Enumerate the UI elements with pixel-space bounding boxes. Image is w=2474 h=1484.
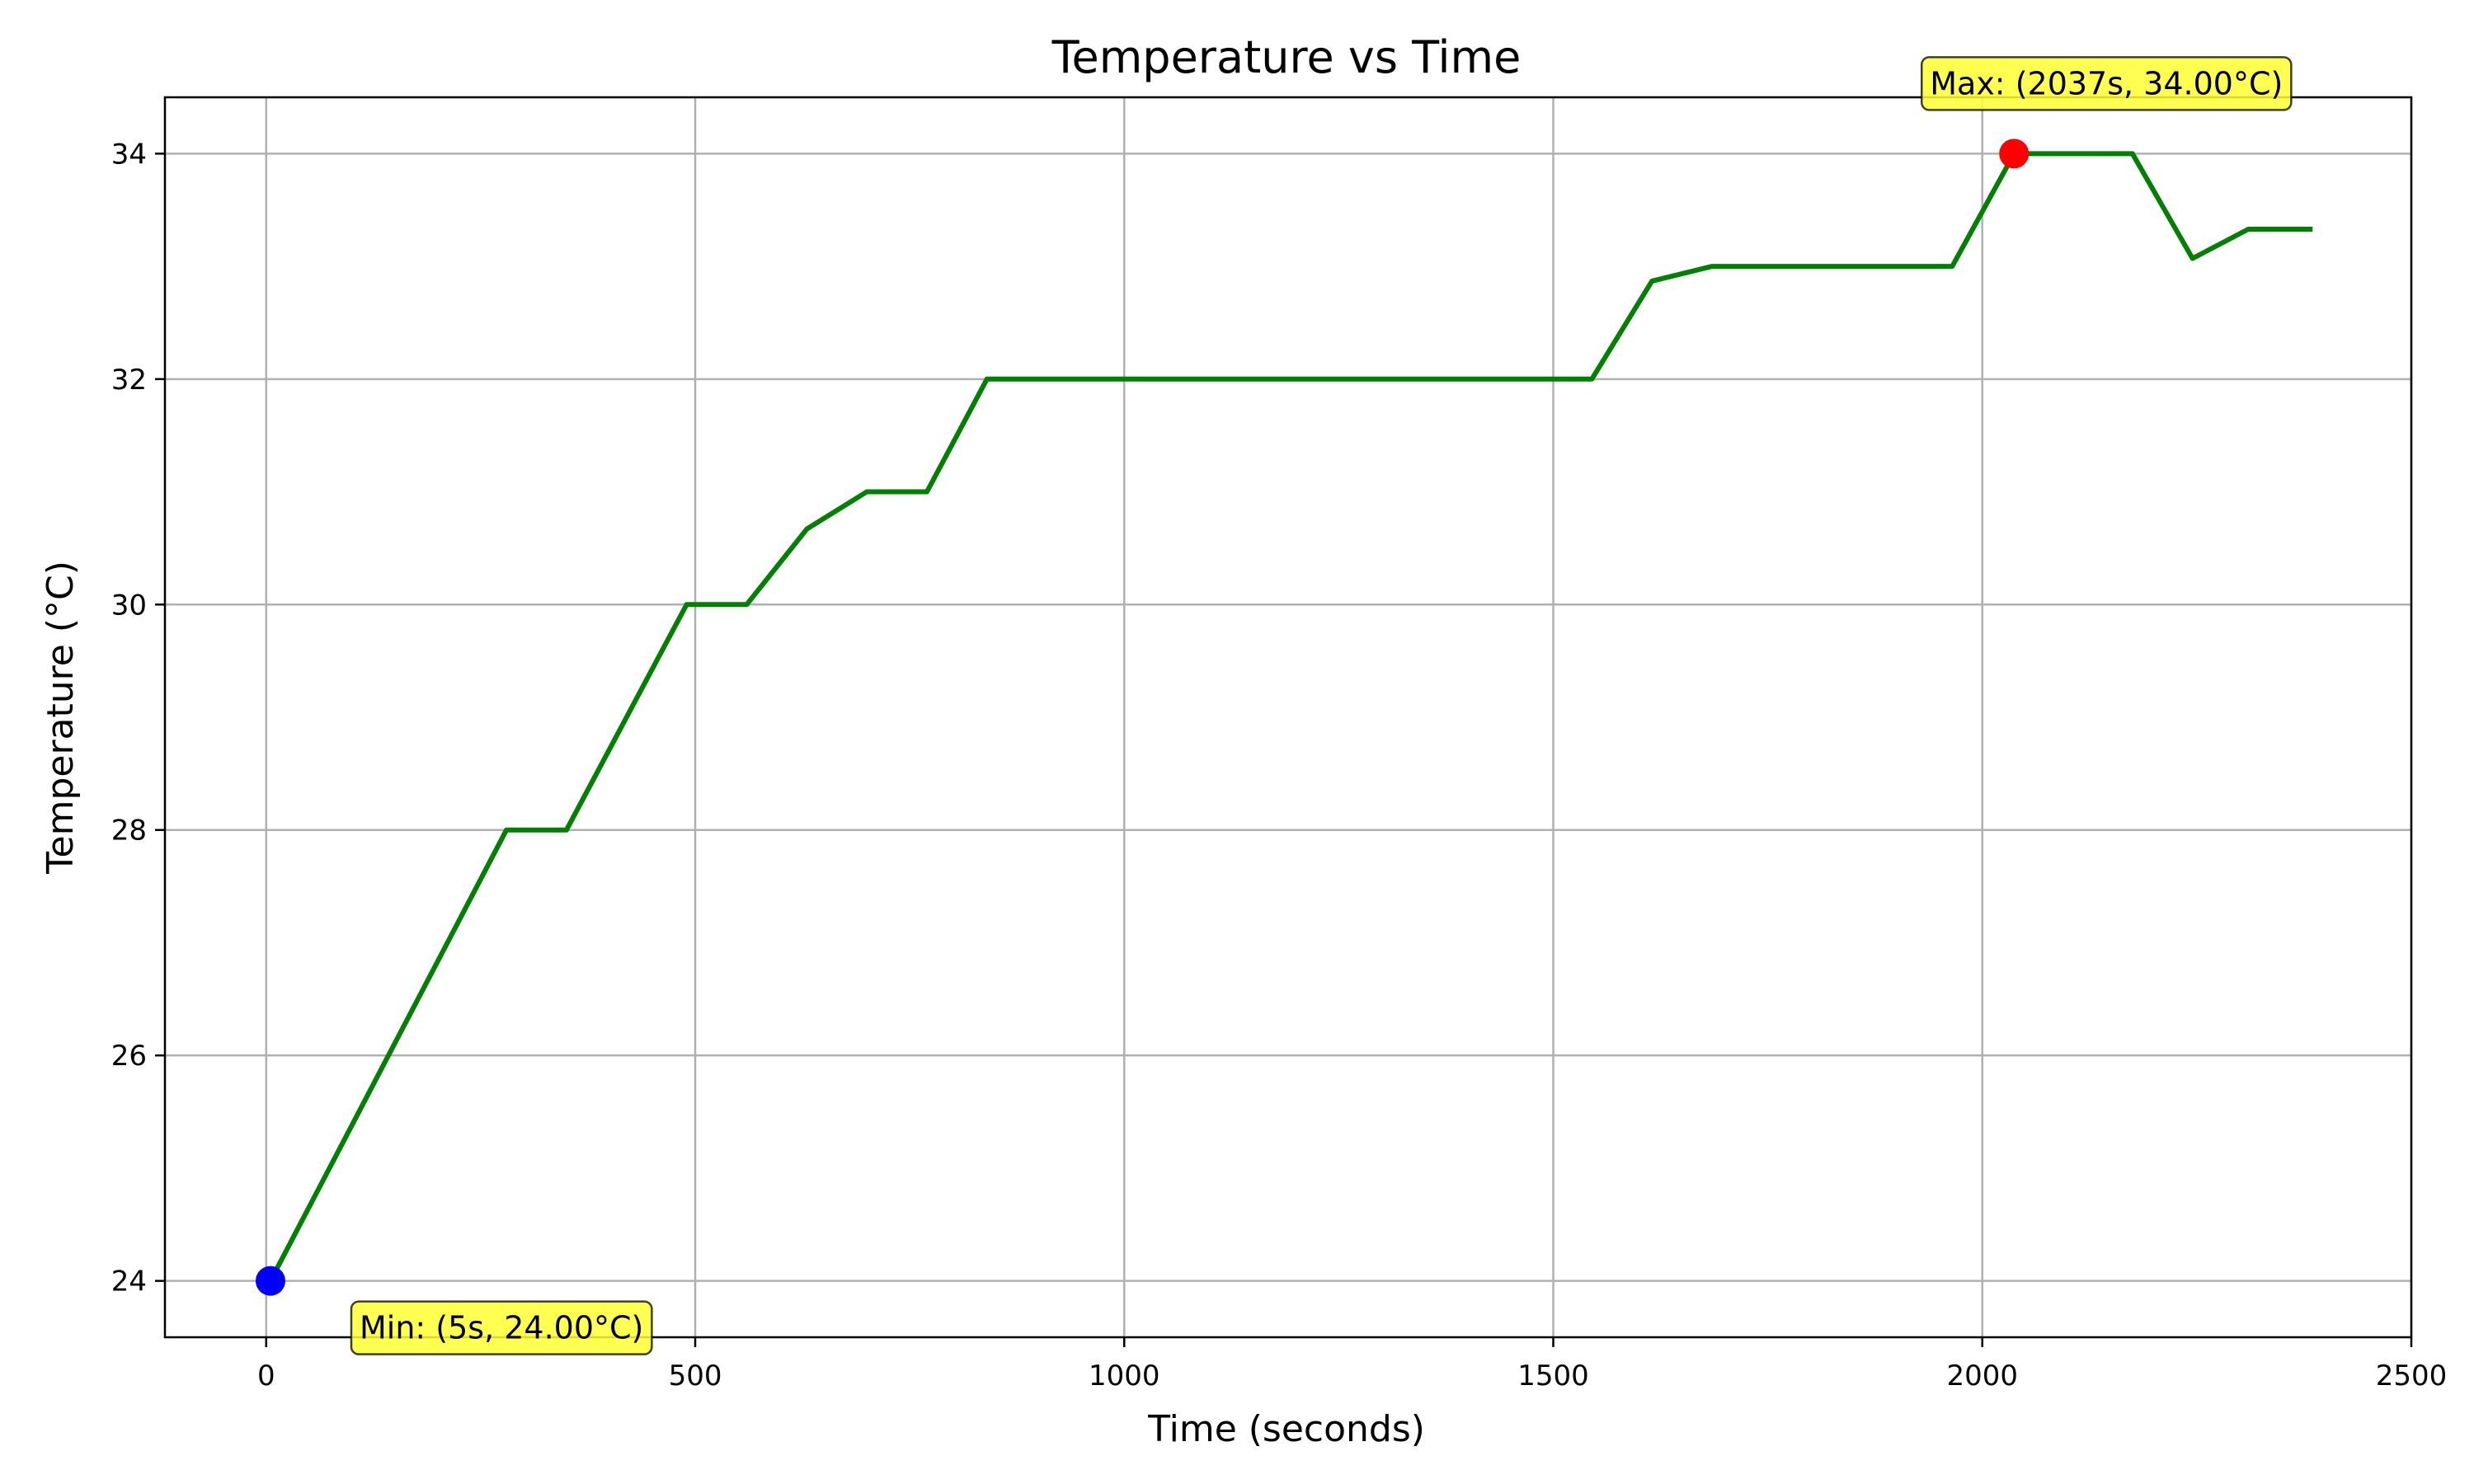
y-tick-label: 28 (111, 815, 147, 848)
x-tick-label: 500 (669, 1360, 722, 1392)
max-label-text: Max: (2037s, 34.00°C) (1930, 65, 2283, 101)
y-tick-label: 30 (111, 589, 147, 622)
x-tick-label: 0 (257, 1360, 275, 1392)
chart-title: Temperature vs Time (1051, 31, 1522, 83)
y-tick-label: 34 (111, 138, 147, 171)
x-tick-label: 2500 (2376, 1360, 2448, 1392)
x-tick-label: 2000 (1946, 1360, 2018, 1392)
y-tick-label: 32 (111, 364, 147, 397)
min-label-text: Min: (5s, 24.00°C) (360, 1310, 643, 1346)
annotations: Min: (5s, 24.00°C) Max: (2037s, 34.00°C) (255, 56, 2293, 1355)
y-tick-label: 24 (111, 1266, 147, 1298)
max-label: Max: (2037s, 34.00°C) (1921, 56, 2293, 111)
min-label-box (350, 1300, 653, 1355)
max-marker (1999, 139, 2030, 169)
min-label: Min: (5s, 24.00°C) (350, 1300, 653, 1355)
plot-frame (163, 96, 2413, 1339)
ticks: 0 500 1000 1500 2000 2500 24 26 28 30 32 34 (111, 138, 2448, 1392)
y-axis-title: Temperature (°C) (40, 561, 82, 875)
x-axis-title: Time (seconds) (1147, 1408, 1425, 1450)
min-marker (255, 1266, 285, 1296)
x-tick-label: 1500 (1517, 1360, 1589, 1392)
y-tick-label: 26 (111, 1040, 147, 1073)
max-label-box (1921, 56, 2293, 111)
x-tick-label: 1000 (1089, 1360, 1160, 1392)
temperature-line (268, 151, 2313, 1282)
series-layer (268, 151, 2313, 1282)
